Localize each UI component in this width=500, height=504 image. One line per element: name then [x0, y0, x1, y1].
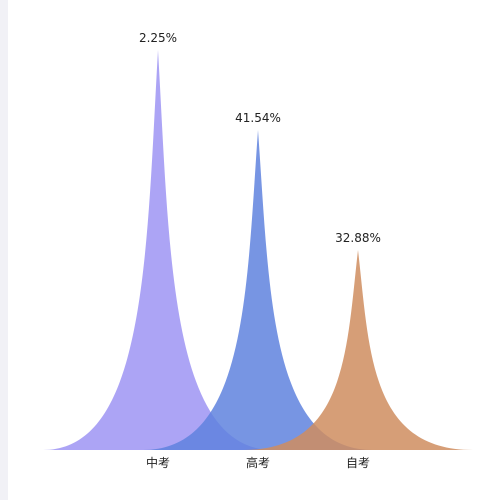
- value-label: 32.88%: [335, 231, 381, 245]
- x-tick-label: 中考: [146, 455, 170, 470]
- side-strip: [0, 0, 8, 500]
- x-tick-label: 自考: [346, 456, 370, 470]
- spike: [243, 250, 473, 450]
- value-label: 41.54%: [235, 111, 281, 125]
- value-label: 2.25%: [139, 31, 177, 45]
- spike: [43, 50, 273, 450]
- spike: [143, 130, 373, 450]
- x-tick-label: 高考: [246, 455, 270, 470]
